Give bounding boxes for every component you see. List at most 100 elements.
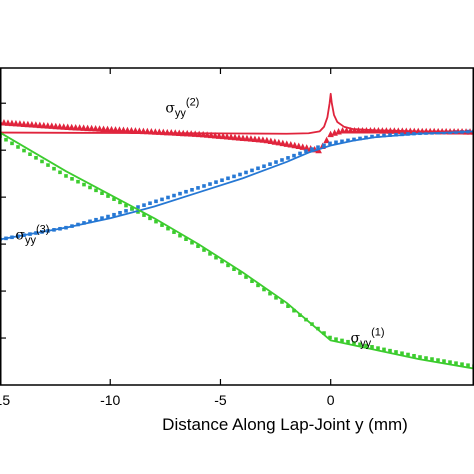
- sigma_yy_3-line: [0, 130, 474, 241]
- sigma_yy_3-marker: [292, 153, 296, 158]
- sigma_yy_3-marker: [172, 193, 176, 198]
- sigma_yy_2-marker: [211, 131, 219, 139]
- sigma_yy_2-marker: [295, 142, 302, 149]
- sigma_yy_2-marker: [64, 123, 71, 131]
- sigma_yy_2-marker: [12, 119, 20, 127]
- sigma_yy_3-marker: [304, 149, 308, 153]
- sigma_yy_3-marker: [286, 156, 290, 160]
- sigma_yy_1-marker: [10, 141, 14, 146]
- sigma_yy_2-marker: [32, 121, 40, 128]
- sigma_yy_1-marker: [82, 182, 86, 187]
- sigma_yy_3-marker: [364, 135, 368, 140]
- sigma_yy_2-marker: [124, 126, 131, 134]
- sigma_yy_1-marker: [106, 194, 110, 198]
- sigma_yy_3-marker: [160, 197, 164, 202]
- sigma_yy_3-marker: [226, 176, 230, 181]
- sigma_yy_1-marker: [376, 346, 380, 350]
- sigma_yy_1-marker: [184, 237, 188, 241]
- sigma_yy_3-marker: [202, 184, 206, 188]
- sigma_yy_1-marker: [172, 230, 176, 234]
- sigma_yy_3-marker: [370, 134, 374, 139]
- sigma_yy_2-marker: [263, 136, 271, 144]
- sigma_yy_3-marker: [220, 178, 224, 183]
- sigma_yy_2-marker: [40, 121, 48, 129]
- sigma_yy_2-marker: [223, 133, 231, 140]
- sigma_yy_1-marker: [148, 216, 152, 221]
- sigma_yy_2-marker: [56, 122, 63, 130]
- sigma_yy_2-marker: [235, 134, 243, 141]
- sigma_yy_2-marker: [80, 124, 87, 131]
- sigma_yy_2-marker: [215, 132, 223, 139]
- sigma_yy_1-marker: [142, 213, 146, 217]
- sigma_yy_3-marker: [280, 158, 284, 162]
- sigma_yy_1-marker: [388, 348, 392, 353]
- sigma_yy_1-marker: [256, 283, 260, 288]
- sigma_yy_1-marker: [352, 341, 356, 345]
- sigma_yy_3-marker: [178, 191, 182, 196]
- sigma_yy_3-marker: [124, 209, 128, 213]
- sigma_yy_3-marker: [232, 174, 236, 179]
- sigma_yy_2-marker: [112, 126, 119, 133]
- sigma_yy_3-marker: [214, 180, 218, 184]
- sigma_yy_1-marker: [370, 345, 374, 349]
- sigma_yy_2-marker: [108, 125, 115, 133]
- sigma_yy_1-marker: [244, 275, 248, 279]
- sigma_yy_3-marker: [148, 201, 152, 206]
- sigma_yy_3-marker: [112, 212, 116, 217]
- sigma_yy_3-marker: [208, 182, 212, 186]
- sigma_yy_1-marker: [412, 353, 416, 358]
- sigma_yy_2-marker: [231, 133, 239, 141]
- sigma_yy_1-marker: [130, 206, 134, 211]
- sigma_yy_2-marker: [100, 125, 107, 132]
- sigma_yy_1-marker: [400, 351, 404, 356]
- sigma_yy_3-marker: [274, 160, 278, 164]
- sigma_yy_1-marker: [40, 159, 44, 164]
- sigma_yy_3-marker: [154, 199, 158, 204]
- sigma_yy_3-label: σyy(3): [15, 223, 49, 246]
- sigma_yy_1-marker: [94, 188, 98, 193]
- sigma_yy_1-marker: [214, 255, 218, 260]
- sigma_yy_2-marker: [279, 139, 287, 147]
- sigma_yy_1-marker: [406, 352, 410, 357]
- sigma_yy_2-marker: [207, 131, 215, 139]
- sigma_yy_2-marker: [72, 123, 79, 131]
- sigma_yy_2-marker: [92, 125, 99, 132]
- sigma_yy_3-marker: [298, 151, 302, 156]
- sigma_yy_3-marker: [358, 136, 362, 141]
- sigma_yy_2-marker: [259, 136, 267, 143]
- sigma_yy_2-marker: [116, 126, 123, 133]
- line-layer: [0, 92, 474, 370]
- sigma_yy_2-marker: [8, 119, 16, 127]
- sigma_yy_2-marker: [128, 126, 135, 134]
- sigma_yy_2-marker: [104, 125, 111, 133]
- sigma_yy_2-marker: [267, 137, 275, 144]
- sigma_yy_2-marker: [48, 122, 56, 129]
- sigma_yy_1-marker: [88, 185, 92, 190]
- sigma_yy_1-marker: [76, 179, 80, 184]
- sigma_yy_1-marker: [124, 203, 128, 208]
- sigma_yy_1-label: σyy(1): [351, 327, 385, 350]
- sigma_yy_1-marker: [202, 248, 206, 252]
- sigma_yy_1-marker: [364, 343, 368, 348]
- sigma_yy_2-label: σyy(2): [165, 97, 199, 120]
- sigma_yy_2-marker: [20, 120, 28, 127]
- plot-frame: [0, 67, 474, 386]
- sigma_yy_2-marker: [76, 124, 83, 131]
- sigma_yy_2-marker: [16, 120, 24, 127]
- sigma_yy_1-marker: [232, 267, 236, 271]
- sigma_yy_3-marker: [388, 133, 392, 137]
- sigma_yy_2-marker: [255, 135, 263, 143]
- x-tick-label: -10: [100, 392, 120, 408]
- sigma_yy_2-marker: [4, 119, 12, 126]
- sigma_yy_1-marker: [238, 271, 242, 275]
- sigma_yy_1-marker: [4, 137, 8, 142]
- sigma_yy_2-marker: [299, 143, 306, 150]
- sigma_yy_2-marker: [132, 127, 139, 134]
- sigma_yy_3-marker: [94, 217, 98, 222]
- sigma_yy_1-marker: [166, 226, 170, 231]
- x-axis-label: Distance Along Lap-Joint y (mm): [162, 415, 408, 434]
- sigma_yy_1-marker: [118, 200, 122, 205]
- sigma_yy_1-marker: [442, 359, 446, 363]
- sigma_yy_1-marker: [100, 191, 104, 196]
